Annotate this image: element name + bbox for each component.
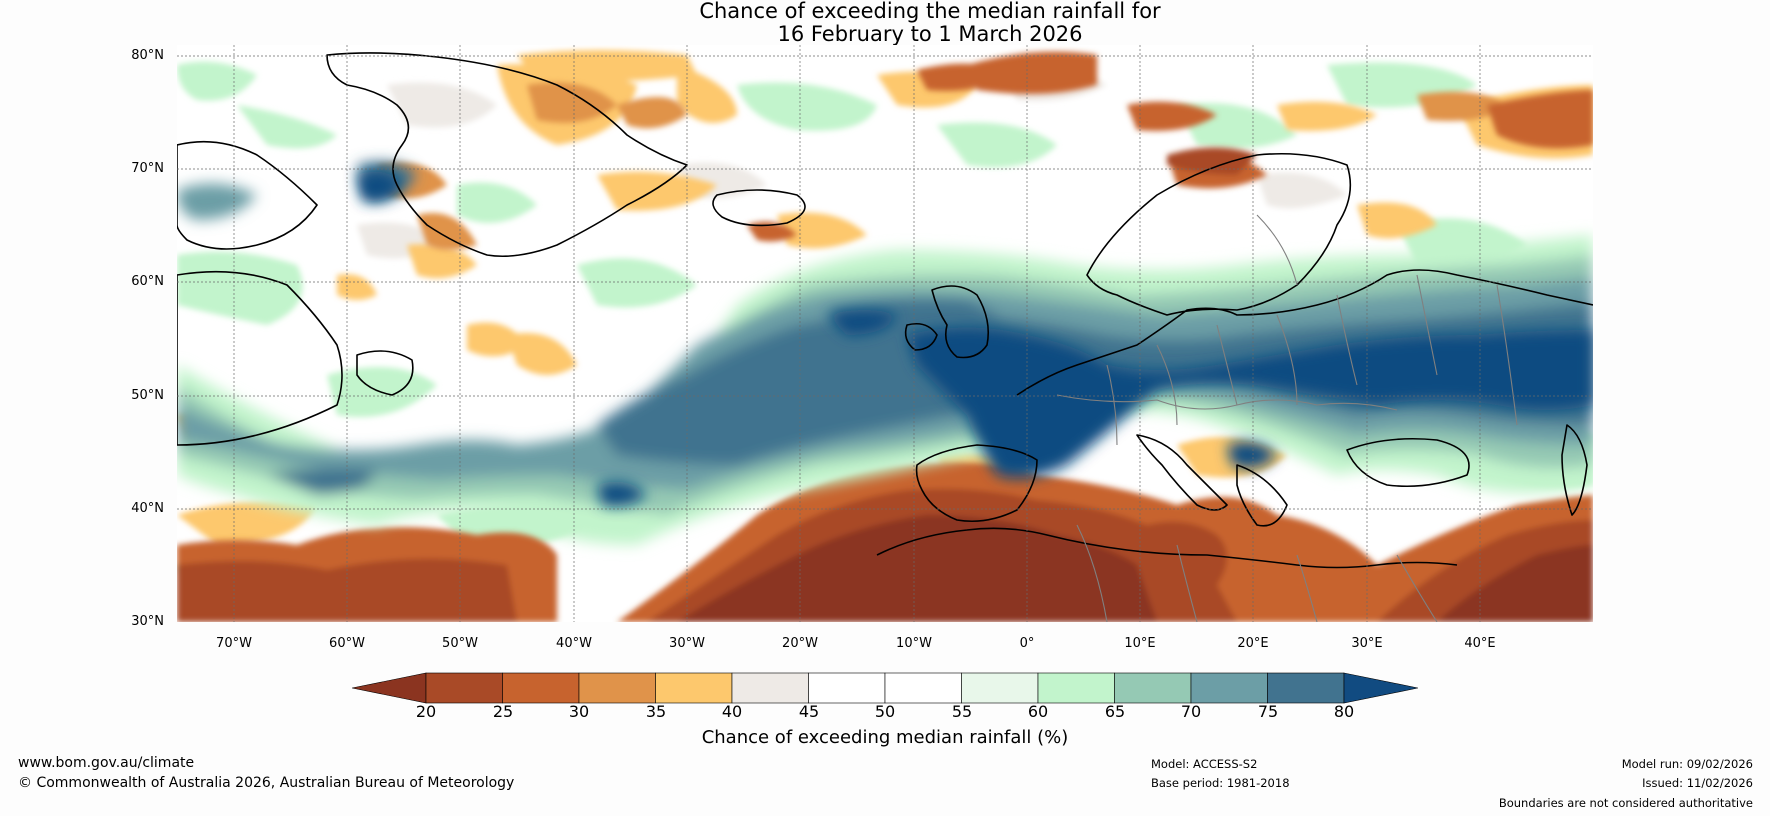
coastlines xyxy=(177,52,1593,569)
colorbar-tick-45: 45 xyxy=(798,702,820,721)
colorbar-segment-7 xyxy=(884,672,962,704)
colorbar-segment-6 xyxy=(808,672,886,704)
website-link[interactable]: www.bom.gov.au/climate xyxy=(18,755,195,771)
lon-label-70w: 70°W xyxy=(216,636,252,651)
colorbar-segment-1 xyxy=(425,672,503,704)
lat-label-60n: 60°N xyxy=(131,274,164,289)
lon-label-40w: 40°W xyxy=(556,636,592,651)
copyright-text: © Commonwealth of Australia 2026, Austra… xyxy=(18,775,515,791)
lon-label-10e: 10°E xyxy=(1124,636,1156,651)
rainfall-map xyxy=(177,45,1593,622)
colorbar-tick-80: 80 xyxy=(1333,702,1355,721)
lon-label-10w: 10°W xyxy=(896,636,932,651)
title-line-1: Chance of exceeding the median rainfall … xyxy=(699,0,1161,23)
colorbar-tick-35: 35 xyxy=(645,702,667,721)
lon-label-60w: 60°W xyxy=(329,636,365,651)
lon-label-50w: 50°W xyxy=(442,636,478,651)
colorbar-tick-20: 20 xyxy=(415,702,437,721)
colorbar-segment-11 xyxy=(1190,672,1268,704)
colorbar-tick-75: 75 xyxy=(1257,702,1279,721)
lat-label-50n: 50°N xyxy=(131,388,164,403)
rainfall-map-graphic xyxy=(177,45,1593,622)
graticule xyxy=(177,45,1593,622)
colorbar-segment-12 xyxy=(1267,672,1345,704)
colorbar-segment-9 xyxy=(1037,672,1115,704)
colorbar-extend-low xyxy=(352,672,427,704)
colorbar-label-text: Chance of exceeding median rainfall (%) xyxy=(701,727,1069,748)
lon-label-40e: 40°E xyxy=(1464,636,1496,651)
lat-label-70n: 70°N xyxy=(131,161,164,176)
lon-label-30e: 30°E xyxy=(1351,636,1383,651)
lon-label-30w: 30°W xyxy=(669,636,705,651)
lat-label-30n: 30°N xyxy=(131,614,164,629)
colorbar-segment-8 xyxy=(961,672,1039,704)
lat-label-40n: 40°N xyxy=(131,501,164,516)
colorbar-tick-65: 65 xyxy=(1104,702,1126,721)
base-period-text: Base period: 1981-2018 xyxy=(1151,776,1290,790)
colorbar-tick-30: 30 xyxy=(568,702,590,721)
country-boundaries xyxy=(1056,214,1518,622)
model-text: Model: ACCESS-S2 xyxy=(1151,757,1258,771)
colorbar-segment-2 xyxy=(502,672,580,704)
rain-below-30-region xyxy=(177,461,1593,622)
model-run-text: Model run: 09/02/2026 xyxy=(1621,757,1753,771)
colorbar-tick-50: 50 xyxy=(874,702,896,721)
colorbar-extend-high xyxy=(1343,672,1418,704)
map-title: Chance of exceeding the median rainfall … xyxy=(0,0,1770,46)
colorbar-label: Chance of exceeding median rainfall (%) xyxy=(0,728,1770,748)
colorbar-tick-40: 40 xyxy=(721,702,743,721)
title-line-2: 16 February to 1 March 2026 xyxy=(777,22,1083,46)
colorbar-tick-55: 55 xyxy=(951,702,973,721)
colorbar-segment-3 xyxy=(578,672,656,704)
lat-label-80n: 80°N xyxy=(131,48,164,63)
colorbar-segment-5 xyxy=(731,672,809,704)
colorbar-segment-10 xyxy=(1114,672,1192,704)
colorbar-tick-60: 60 xyxy=(1027,702,1049,721)
lon-label-0: 0° xyxy=(1019,636,1035,651)
issued-text: Issued: 11/02/2026 xyxy=(1642,776,1753,790)
lon-label-20e: 20°E xyxy=(1237,636,1269,651)
colorbar-tick-70: 70 xyxy=(1180,702,1202,721)
disclaimer-text: Boundaries are not considered authoritat… xyxy=(1498,796,1753,810)
colorbar-tick-25: 25 xyxy=(492,702,514,721)
colorbar-segment-4 xyxy=(655,672,733,704)
lon-label-20w: 20°W xyxy=(782,636,818,651)
colorbar xyxy=(352,672,1418,704)
